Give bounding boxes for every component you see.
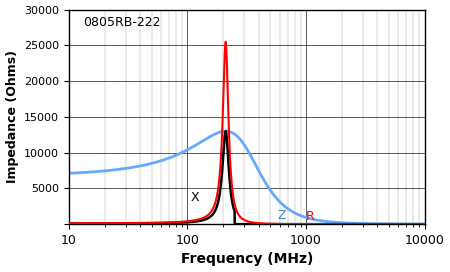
Text: X: X — [190, 191, 199, 204]
Text: R: R — [306, 210, 315, 223]
X-axis label: Frequency (MHz): Frequency (MHz) — [180, 252, 313, 267]
Y-axis label: Impedance (Ohms): Impedance (Ohms) — [5, 50, 18, 183]
Text: 0805RB-222: 0805RB-222 — [83, 16, 161, 29]
Text: Z: Z — [277, 209, 286, 222]
